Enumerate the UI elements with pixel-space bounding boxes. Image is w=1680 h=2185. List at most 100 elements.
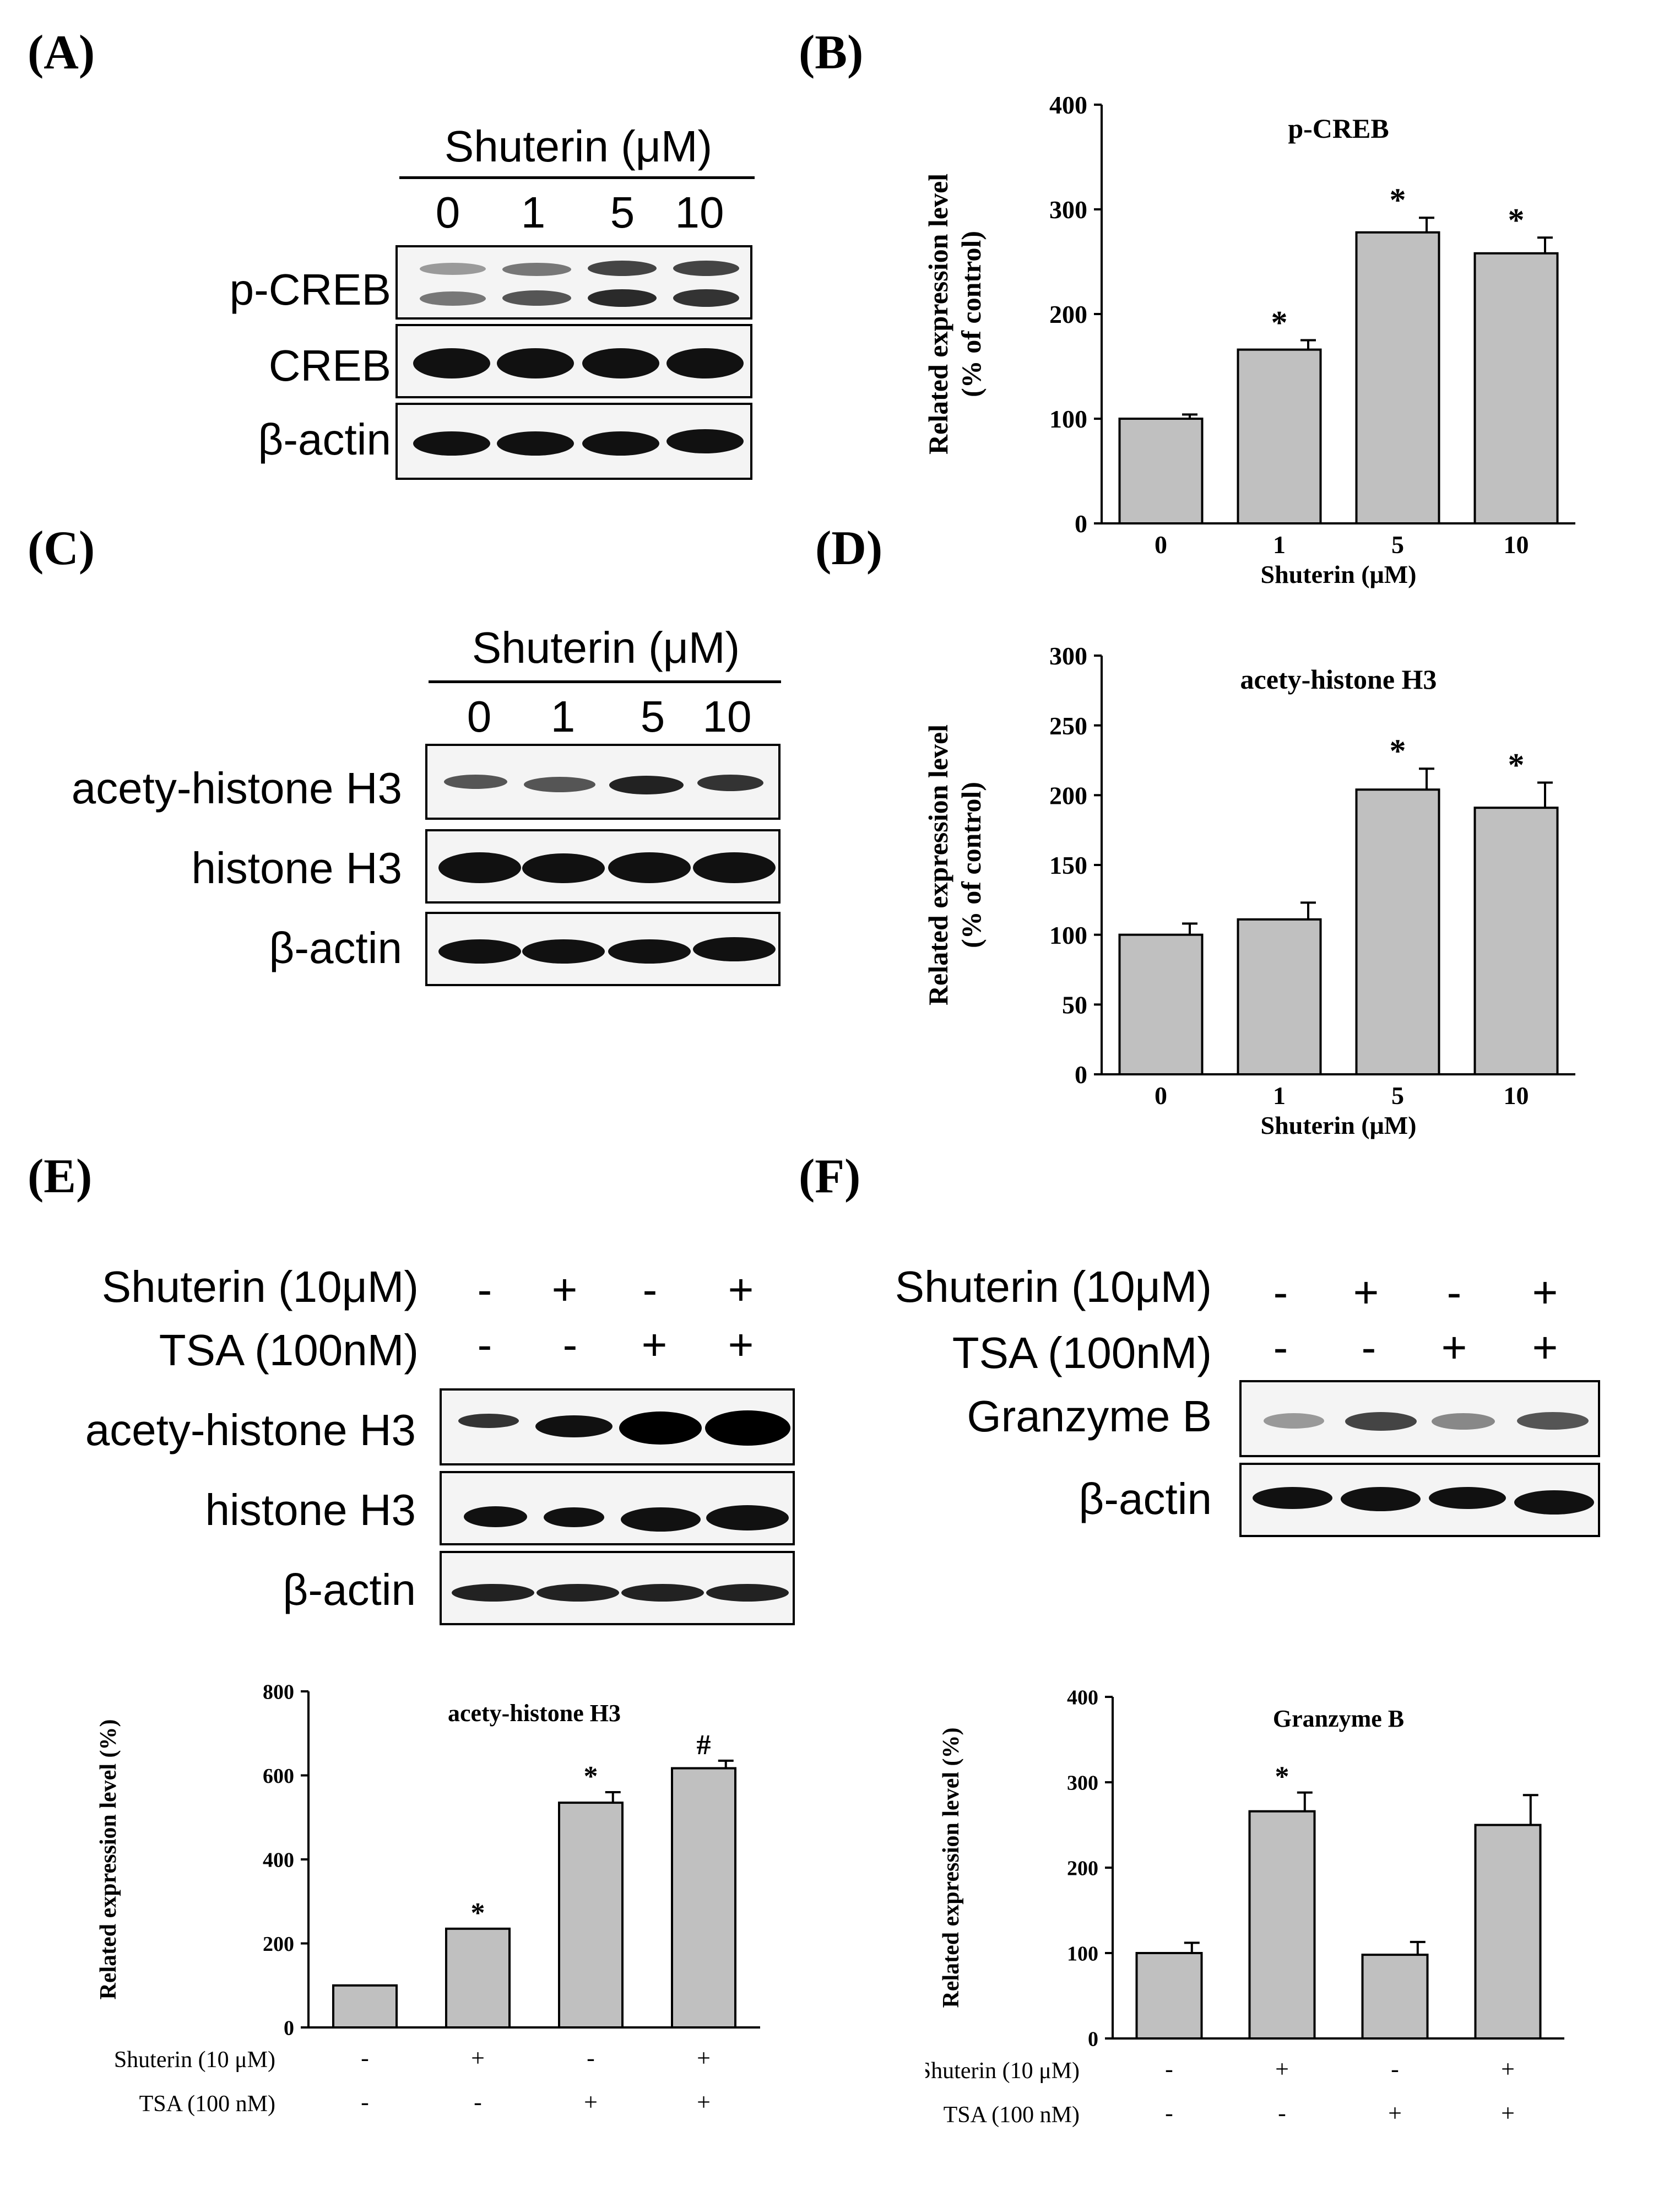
blot-e-row-label: histone H3 bbox=[205, 1485, 416, 1534]
blot-a-header-line bbox=[399, 176, 755, 179]
blot-band bbox=[588, 289, 657, 307]
panel-label-f: (F) bbox=[799, 1150, 861, 1203]
x-sign-label: - bbox=[1165, 2056, 1173, 2083]
bar bbox=[1237, 918, 1322, 1075]
blot-band bbox=[535, 1415, 613, 1437]
blot-band bbox=[438, 852, 521, 883]
blot-f-sign: - bbox=[1361, 1323, 1376, 1372]
blot-band bbox=[619, 1411, 702, 1445]
chart-title: Granzyme B bbox=[1273, 1705, 1404, 1732]
y-axis-label: Related expression level (%) bbox=[939, 1728, 964, 2008]
x-sign-label: + bbox=[1501, 2056, 1515, 2083]
blot-f-sign: + bbox=[1532, 1268, 1558, 1317]
blot-e-sign: - bbox=[562, 1320, 578, 1369]
blot-band bbox=[452, 1584, 534, 1602]
y-tick-label: 200 bbox=[1067, 1857, 1098, 1880]
blot-f-sign: - bbox=[1273, 1323, 1288, 1372]
bar bbox=[1473, 807, 1559, 1075]
x-tick-label: 1 bbox=[1273, 531, 1286, 559]
y-tick-label: 300 bbox=[1049, 642, 1087, 670]
x-tick-label: 10 bbox=[1504, 1081, 1529, 1110]
blot-band bbox=[673, 261, 739, 276]
x-sign-label: - bbox=[361, 2089, 369, 2116]
bar bbox=[1118, 418, 1204, 524]
blot-a-lane-label: 0 bbox=[435, 188, 460, 237]
blot-band bbox=[693, 852, 776, 883]
y-tick-label: 100 bbox=[1067, 1942, 1098, 1965]
y-tick-label: 300 bbox=[1049, 196, 1087, 224]
bar bbox=[1237, 348, 1322, 524]
blot-band bbox=[1345, 1412, 1417, 1431]
blot-band bbox=[1517, 1412, 1589, 1430]
blot-f-sign: + bbox=[1532, 1323, 1558, 1372]
y-tick-label: 250 bbox=[1049, 712, 1087, 740]
x-tick-label: 0 bbox=[1155, 1081, 1167, 1110]
bar bbox=[1248, 1810, 1316, 2040]
significance-marker: # bbox=[697, 1729, 711, 1761]
blot-c-actin-strip bbox=[425, 912, 781, 986]
blot-a-pcreb-strip bbox=[395, 245, 752, 320]
blot-band bbox=[608, 852, 691, 883]
bar bbox=[1118, 933, 1204, 1076]
y-tick-label: 200 bbox=[1049, 781, 1087, 809]
significance-marker: * bbox=[1271, 305, 1288, 341]
significance-marker: * bbox=[1390, 733, 1406, 769]
y-tick-label: 300 bbox=[1067, 1771, 1098, 1794]
x-tick-label: 1 bbox=[1273, 1081, 1286, 1110]
blot-f-row-label: Granzyme B bbox=[967, 1392, 1212, 1441]
blot-a-row-label: CREB bbox=[268, 341, 391, 390]
x-sign-label: + bbox=[1275, 2056, 1289, 2083]
bar bbox=[1474, 1824, 1542, 2040]
significance-marker: * bbox=[1390, 182, 1406, 218]
y-tick-label: 200 bbox=[263, 1933, 294, 1956]
blot-c-lane-label: 0 bbox=[467, 692, 492, 741]
significance-marker: * bbox=[1275, 1761, 1289, 1793]
x-tick-label: 0 bbox=[1155, 531, 1167, 559]
x-row-label: TSA (100 nM) bbox=[944, 2102, 1080, 2128]
blot-e-sign: + bbox=[641, 1320, 668, 1369]
chart-title: acety-histone H3 bbox=[448, 1700, 621, 1727]
blot-e-sign: - bbox=[477, 1320, 492, 1369]
blot-a-header: Shuterin (μM) bbox=[444, 122, 713, 171]
blot-e-condition-label: Shuterin (10μM) bbox=[101, 1262, 419, 1311]
y-axis-label: Related expression level bbox=[923, 724, 953, 1005]
chart-title: acety-histone H3 bbox=[1240, 664, 1437, 695]
blot-f-row-label: β-actin bbox=[1079, 1474, 1212, 1523]
x-sign-label: - bbox=[1391, 2056, 1399, 2083]
blot-band bbox=[666, 429, 744, 453]
panel-label-b: (B) bbox=[799, 26, 864, 79]
significance-marker: * bbox=[584, 1761, 598, 1792]
blot-band bbox=[697, 775, 763, 791]
blot-f-condition-label: TSA (100nM) bbox=[952, 1328, 1212, 1377]
y-tick-label: 600 bbox=[263, 1765, 294, 1788]
panel-label-d: (D) bbox=[815, 522, 883, 575]
bar bbox=[1361, 1954, 1429, 2040]
y-axis-label: (% of control) bbox=[956, 782, 987, 948]
panel-label-a: (A) bbox=[28, 26, 95, 79]
y-tick-label: 0 bbox=[1075, 1061, 1087, 1089]
bar bbox=[332, 1984, 398, 2029]
x-sign-label: - bbox=[361, 2045, 369, 2072]
panel-label-e: (E) bbox=[28, 1150, 93, 1203]
x-sign-label: + bbox=[1388, 2100, 1402, 2127]
blot-band bbox=[544, 1507, 604, 1527]
bar bbox=[558, 1802, 624, 2029]
blot-c-row-label: β-actin bbox=[269, 923, 402, 972]
blot-f-sign: - bbox=[1273, 1268, 1288, 1317]
x-row-label: Shuterin (10 μM) bbox=[925, 2058, 1080, 2084]
x-row-label: Shuterin (10 μM) bbox=[114, 2047, 275, 2073]
blot-band bbox=[497, 431, 574, 456]
y-tick-label: 400 bbox=[1067, 1686, 1098, 1709]
blot-band bbox=[609, 776, 684, 794]
bar bbox=[1355, 231, 1440, 524]
significance-marker: * bbox=[471, 1897, 485, 1929]
blot-band bbox=[444, 775, 507, 789]
blot-e-actin-strip bbox=[440, 1551, 795, 1625]
blot-e-condition-label: TSA (100nM) bbox=[159, 1326, 419, 1375]
blot-band bbox=[524, 777, 595, 792]
blot-band bbox=[1514, 1490, 1594, 1515]
blot-a-row-label: p-CREB bbox=[229, 265, 391, 314]
blot-band bbox=[582, 348, 659, 378]
blot-band bbox=[621, 1584, 704, 1602]
